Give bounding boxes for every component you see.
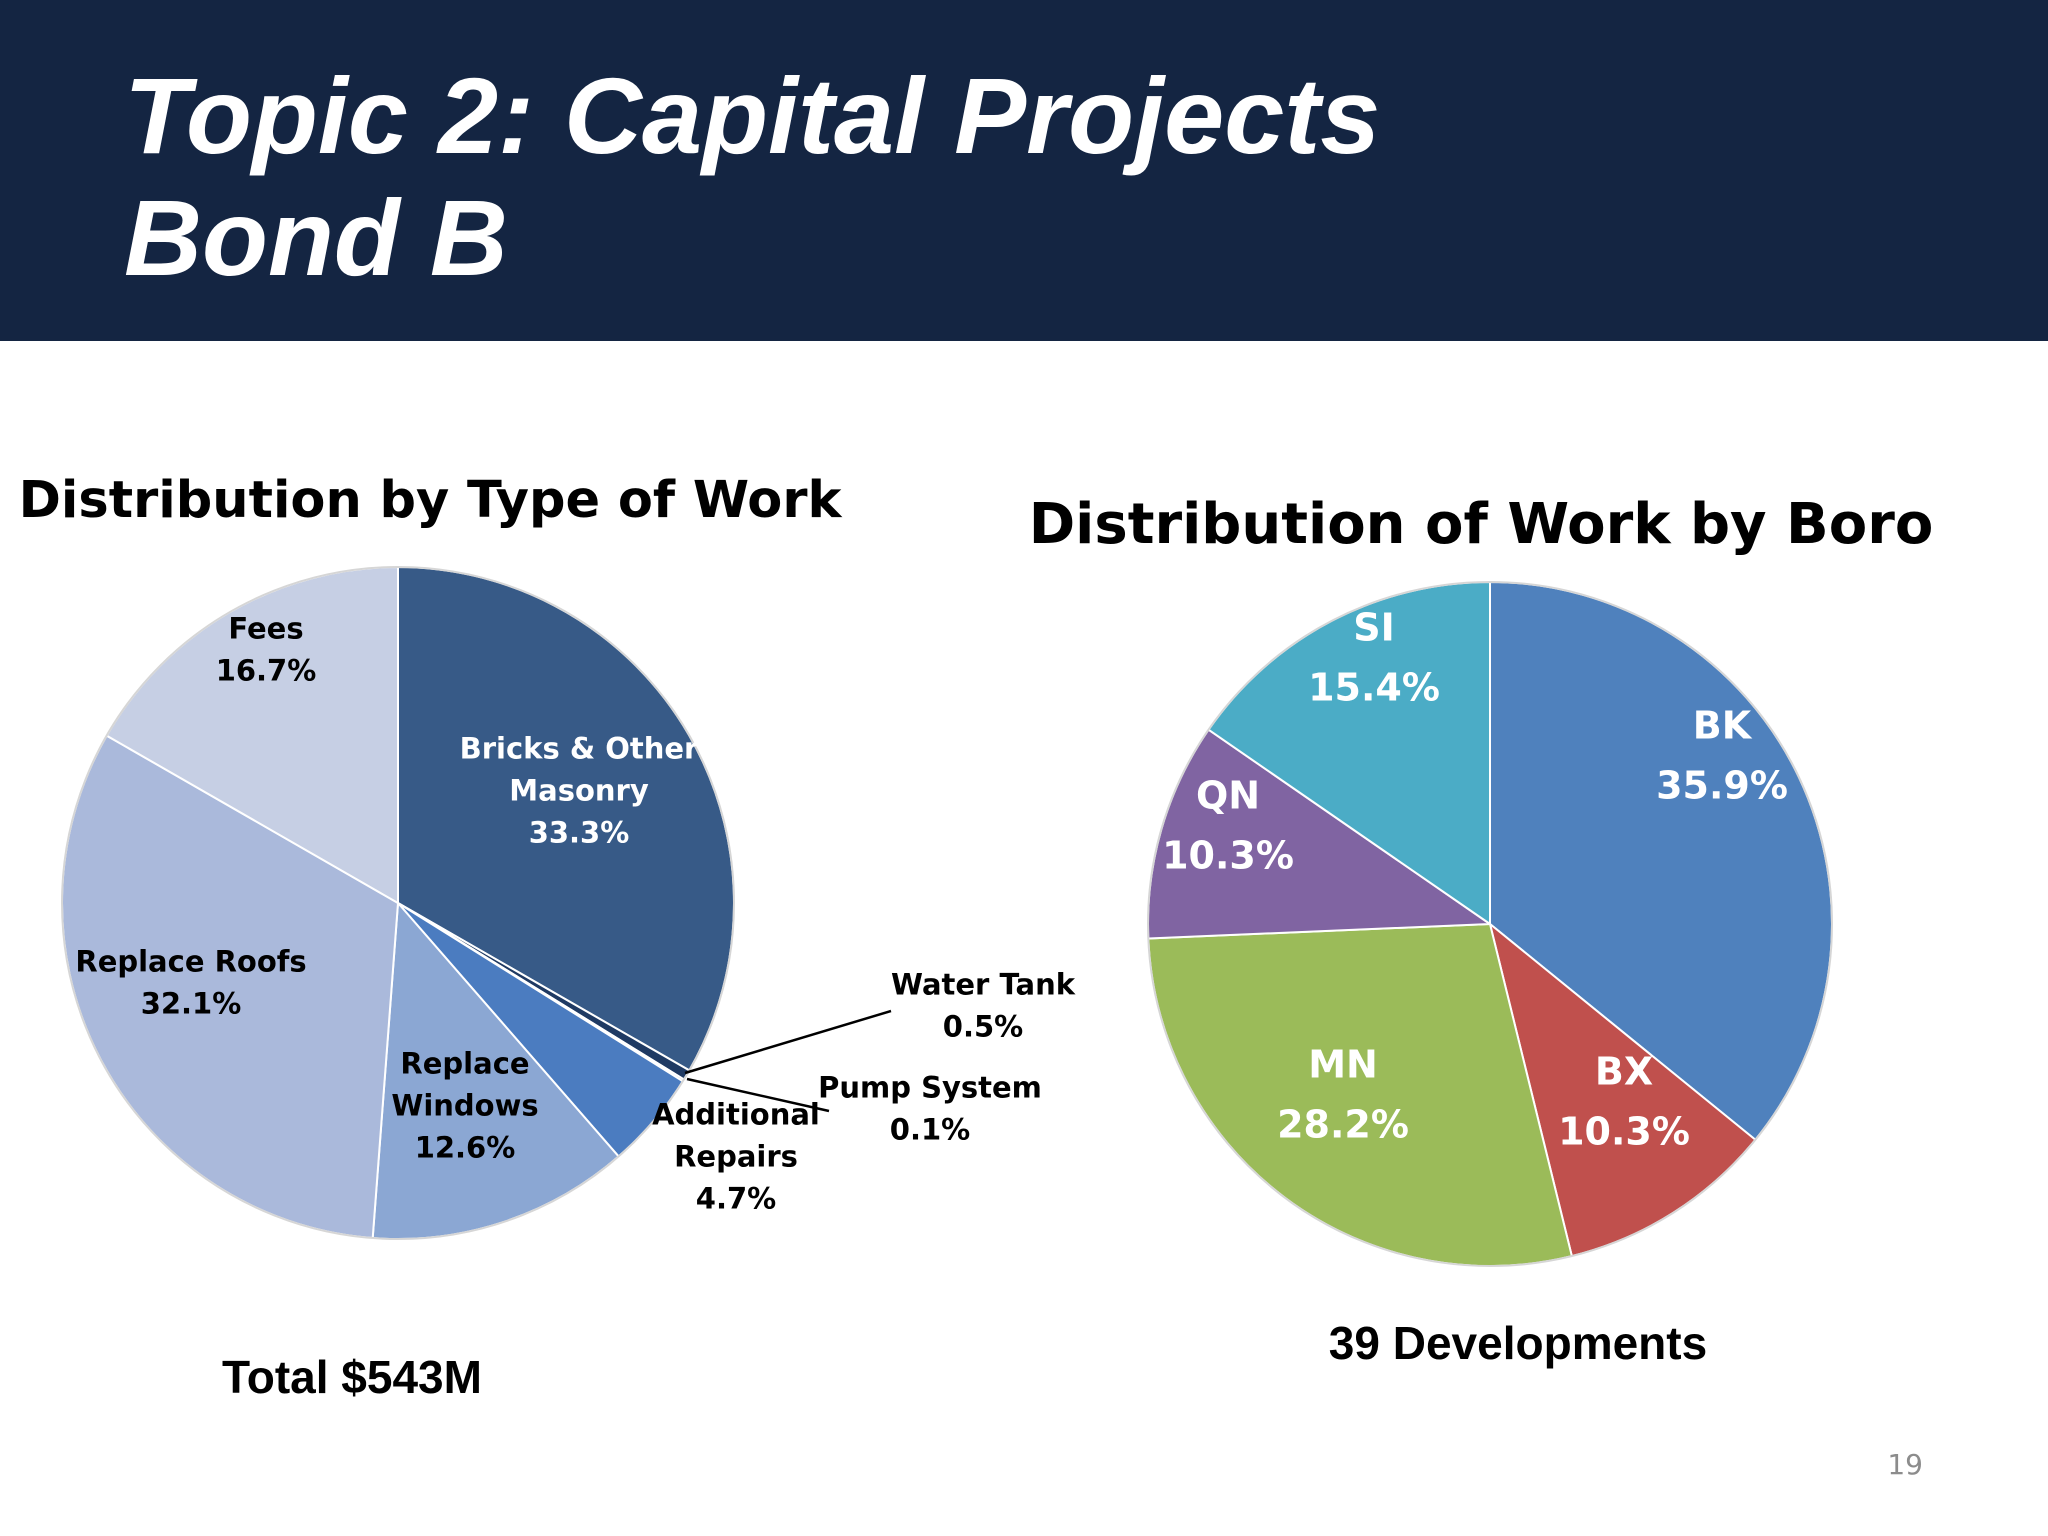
pie-outline <box>1147 581 1833 1267</box>
page-number: 19 <box>1887 1448 1923 1481</box>
slice-label-bricks-and-other-masonry: Masonry <box>509 773 649 807</box>
leader-line-pump-system <box>686 1077 830 1113</box>
pie-type-of-work: Bricks & Other Masonry 33.3% Water Tank 0.5%… <box>61 566 1076 1240</box>
leader-line-water-tank <box>684 1009 892 1075</box>
slice-label-replace-windows: Windows <box>391 1088 538 1122</box>
title-banner: Topic 2: Capital Projects Bond B <box>0 0 2048 341</box>
chart-title-work-by-boro: Distribution of Work by Boro <box>1029 492 1934 557</box>
chart-footer-total: Total $543M <box>222 1351 482 1403</box>
slice-label-bricks-and-other-masonry: Bricks & Other <box>460 731 699 765</box>
slide-title-line-1: Topic 2: Capital Projects <box>124 55 1381 176</box>
slice-value-additional-repairs: 4.7% <box>696 1181 776 1215</box>
slice-value-bricks-and-other-masonry: 33.3% <box>529 815 630 849</box>
slice-value-si: 15.4% <box>1308 666 1440 710</box>
chart-work-by-boro: Distribution of Work by Boro BK 35.9% BX 10… <box>1029 492 1934 1369</box>
slice-label-qn: QN <box>1196 774 1260 818</box>
slice-value-pump-system: 0.1% <box>890 1112 970 1146</box>
slice-value-replace-roofs: 32.1% <box>141 986 242 1020</box>
slice-value-replace-windows: 12.6% <box>415 1130 516 1164</box>
slice-label-si: SI <box>1353 606 1395 650</box>
slice-value-qn: 10.3% <box>1162 834 1294 878</box>
slice-label-replace-windows: Replace <box>400 1046 529 1080</box>
slice-value-mn: 28.2% <box>1277 1103 1409 1147</box>
slice-label-bk: BK <box>1693 704 1753 748</box>
slice-label-fees: Fees <box>228 611 303 645</box>
slice-label-pump-system: Pump System <box>818 1070 1042 1104</box>
slice-label-additional-repairs: Additional <box>652 1097 820 1131</box>
slice-label-water-tank: Water Tank <box>891 967 1076 1001</box>
chart-title-type-of-work: Distribution by Type of Work <box>19 471 843 530</box>
chart-type-of-work: Distribution by Type of Work Bricks & Ot… <box>19 471 1076 1403</box>
slice-label-additional-repairs: Repairs <box>674 1139 798 1173</box>
slice-value-bk: 35.9% <box>1656 764 1788 808</box>
slice-label-bx: BX <box>1595 1050 1653 1094</box>
slice-label-mn: MN <box>1308 1043 1378 1087</box>
slice-value-water-tank: 0.5% <box>943 1009 1023 1043</box>
pie-work-by-boro: BK 35.9% BX 10.3% MN 28.2% QN 10.3% SI 15.4% <box>1147 581 1833 1267</box>
chart-footer-developments: 39 Developments <box>1329 1317 1707 1369</box>
slide-title-line-2: Bond B <box>124 177 508 298</box>
slice-value-bx: 10.3% <box>1558 1110 1690 1154</box>
pie-outline <box>61 566 735 1240</box>
slice-value-fees: 16.7% <box>216 653 317 687</box>
slice-label-replace-roofs: Replace Roofs <box>75 944 306 978</box>
